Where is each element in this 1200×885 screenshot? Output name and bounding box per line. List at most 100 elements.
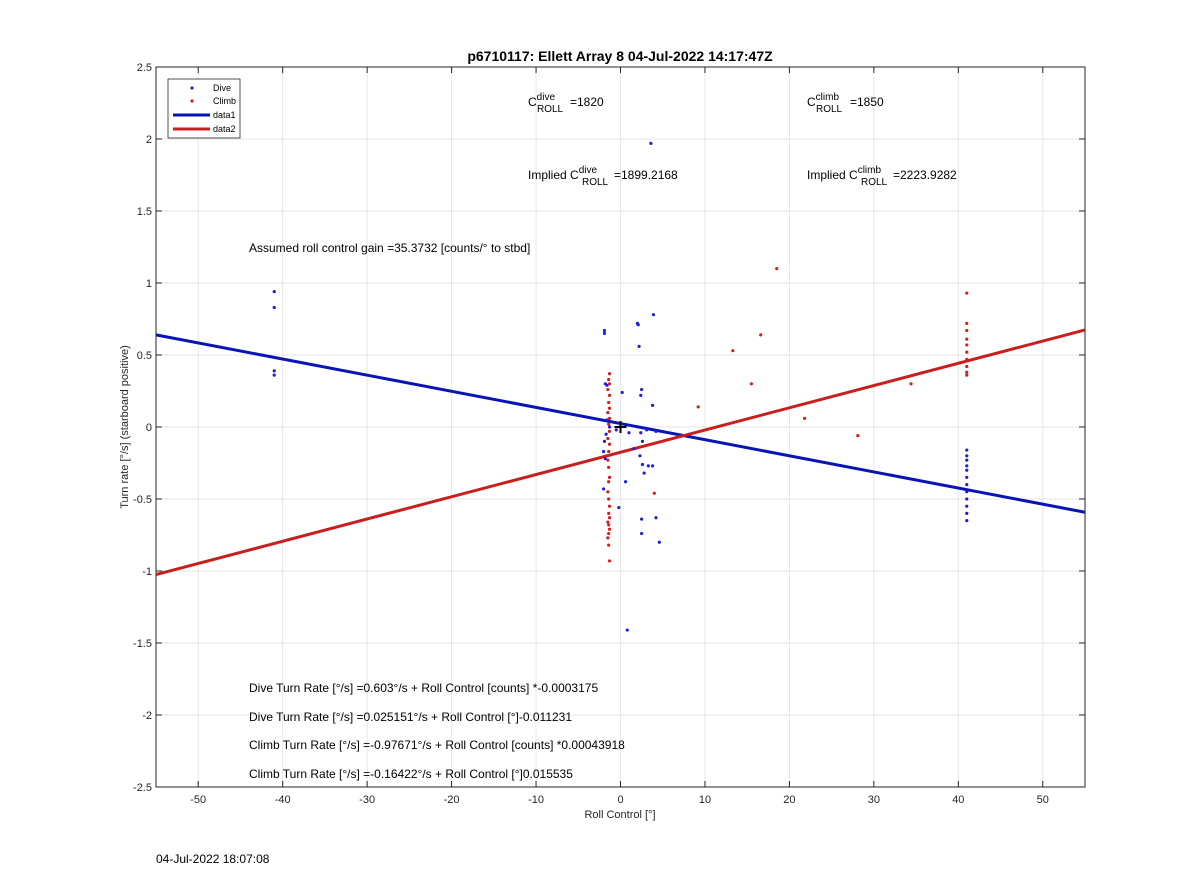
climb-point [607,400,611,405]
climb-point [606,536,610,540]
implied-climb-sub: ROLL [861,177,888,188]
implied-dive-sup: dive [579,165,598,176]
dive-point [614,428,618,432]
dive-point [603,382,607,386]
y-tick-label: 2 [146,134,152,146]
dive-point [965,448,969,452]
implied-dive-value: =1899.2168 [614,168,678,182]
dive-point [639,393,643,397]
legend-climb-label: Climb [213,96,236,106]
dive-point [632,447,636,451]
dive-point [965,504,969,508]
climb-point [965,328,969,333]
implied-climb-prefix: Implied C [807,168,858,182]
dive-point [625,628,629,632]
climb-point [607,372,612,376]
dive-equation-degrees: Dive Turn Rate [°/s] =0.025151°/s + Roll… [249,710,572,724]
climb-equation-degrees: Climb Turn Rate [°/s] =-0.16422°/s + Rol… [249,767,573,781]
climb-point [606,520,610,524]
dive-point [651,313,656,317]
climb-point [607,543,611,547]
dive-point [272,305,276,310]
y-axis-label: Turn rate [°/s] (starboard positive) [119,345,131,509]
climb-point [652,491,656,495]
climb-point [606,411,610,415]
dive-point [639,431,643,435]
x-tick-label: 50 [1037,794,1049,806]
x-tick-label: -30 [359,794,375,806]
dive-point [627,431,631,435]
climb-point [607,416,612,420]
dive-point [640,387,644,392]
dive-point [657,540,661,544]
climb-point [759,333,763,337]
legend: Dive Climb data1 data2 [167,78,241,139]
data2-fit-line [155,328,1086,577]
climb-point [696,405,700,409]
x-tick-label: -10 [528,794,544,806]
dive-point [602,449,606,454]
climb-point [856,434,860,438]
c-climb-sup: climb [816,92,840,103]
x-tick-label: -50 [190,794,206,806]
dive-point [965,519,969,523]
dive-point [272,373,276,377]
legend-dive-marker [190,86,194,90]
chart-title: p6710117: Ellett Array 8 04-Jul-2022 14:… [467,48,773,64]
roll-gain-annotation: Assumed roll control gain =35.3732 [coun… [249,241,530,255]
dive-point [654,429,658,433]
implied-climb-value: =2223.9282 [893,168,957,182]
climb-point [607,511,611,515]
dive-point [654,516,658,520]
climb-point [607,480,611,484]
y-tick-label: -2.5 [133,782,152,794]
dive-point [646,464,650,468]
y-tick-label: 2.5 [137,62,152,74]
climb-point [607,475,612,479]
legend-climb-marker [190,99,194,103]
x-tick-label: 10 [699,794,711,806]
implied-dive-sub: ROLL [582,177,609,188]
c-dive-prefix: C [528,95,537,109]
climb-point [965,350,969,354]
climb-point [965,337,969,341]
climb-point [607,393,612,397]
dive-point [640,517,644,521]
climb-point [965,321,969,325]
climb-point [731,349,735,353]
climb-point [607,465,611,469]
print-timestamp: 04-Jul-2022 18:07:08 [156,852,270,866]
c-dive-value: =1820 [570,95,604,109]
climb-point [607,531,611,536]
x-tick-label: 40 [952,794,964,806]
dive-point [965,468,969,472]
y-tick-label: -1 [142,566,152,578]
dive-point [965,483,969,487]
dive-point [602,487,606,491]
climb-point [965,364,969,369]
climb-point [607,559,612,563]
climb-point [607,527,612,531]
dive-point [272,369,276,373]
dive-point [607,425,612,429]
dive-point [602,439,607,443]
climb-point [775,267,779,271]
dive-point [604,432,608,436]
dive-equation-counts: Dive Turn Rate [°/s] =0.603°/s + Roll Co… [249,681,598,695]
dive-point [965,475,969,479]
dive-point [640,462,645,467]
c-dive-annotation: Cdive ROLL =1820 [528,92,604,115]
dive-point [965,490,969,494]
climb-equation-counts: Climb Turn Rate [°/s] =-0.97671°/s + Rol… [249,738,625,752]
dive-point [623,480,628,484]
dive-point [272,290,276,294]
climb-point [606,387,610,392]
x-tick-label: 0 [617,794,623,806]
dive-point [965,454,969,458]
dive-point [965,464,969,468]
y-tick-label: 0.5 [137,350,152,362]
y-tick-label: -0.5 [133,494,152,506]
dive-point [650,403,655,407]
climb-point [607,442,612,446]
